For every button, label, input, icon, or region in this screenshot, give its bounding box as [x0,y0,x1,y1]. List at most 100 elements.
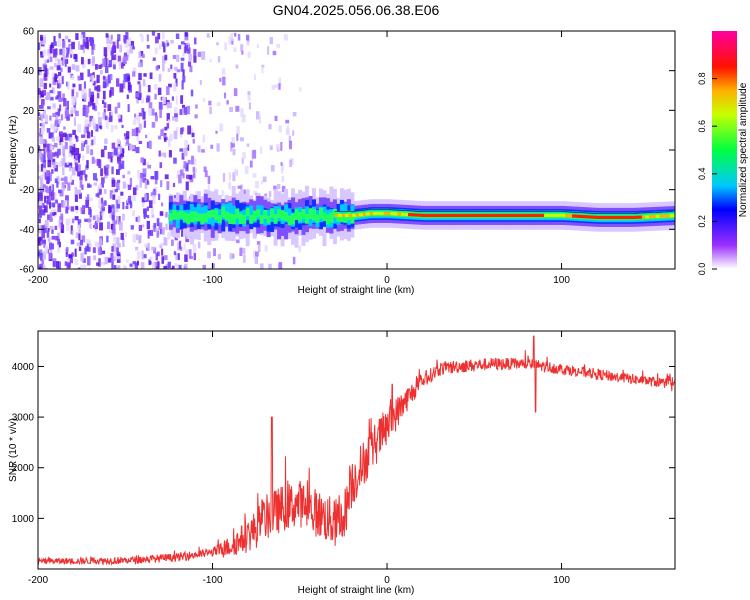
noise-speck [209,106,212,115]
noise-speck [66,200,69,207]
noise-speck [221,68,226,75]
noise-speck [48,149,52,159]
noise-speck [81,90,84,99]
noise-speck [268,123,272,130]
noise-speck [116,256,121,260]
noise-speck [268,263,272,269]
noise-speck [74,258,78,266]
noise-speck [189,255,193,260]
noise-speck [132,261,136,266]
noise-speck [42,109,46,119]
noise-speck [50,132,54,139]
signal-band-cell [280,210,285,221]
noise-speck [89,37,94,46]
noise-speck [104,167,109,176]
noise-speck [182,69,185,77]
noise-speck [82,258,86,263]
noise-speck [62,47,65,57]
noise-speck [80,264,85,269]
signal-band-cell [325,214,330,225]
signal-core-cell [404,212,409,217]
noise-speck [57,261,61,269]
signal-band-cell [287,208,292,222]
noise-speck [38,42,41,51]
noise-speck [134,262,139,269]
noise-speck [38,87,41,95]
noise-speck [180,41,185,45]
noise-speck [125,205,129,209]
noise-speck [47,236,51,243]
noise-speck [176,54,180,62]
noise-speck [93,122,97,130]
noise-speck [251,151,254,161]
noise-speck [132,46,135,50]
noise-speck [162,96,166,104]
noise-speck [193,158,197,165]
noise-speck [151,108,155,116]
signal-core-cell [634,215,639,219]
noise-speck [165,263,170,269]
noise-speck [119,221,123,231]
noise-speck [78,192,82,199]
noise-speck [46,231,50,238]
signal-core-cell [495,213,500,218]
noise-speck [86,239,91,244]
noise-speck [113,251,117,261]
noise-speck [292,256,296,265]
noise-speck [83,265,87,269]
noise-speck [64,176,68,185]
snr-series-line [38,335,675,567]
snr-marks [38,335,675,567]
noise-speck [104,256,109,265]
noise-speck [131,210,136,217]
noise-speck [274,115,278,122]
spectrogram-ytick-label: -40 [20,225,35,236]
noise-speck [40,183,43,192]
signal-core-cell [617,215,622,220]
noise-speck [180,62,184,72]
noise-speck [175,78,178,87]
noise-speck [136,94,139,104]
noise-speck [213,248,216,257]
noise-speck [219,123,224,132]
noise-speck [42,251,47,260]
signal-core-cell [568,214,573,218]
noise-speck [117,114,121,119]
noise-speck [166,181,170,190]
signal-band-cell [249,215,254,224]
noise-speck [46,174,51,184]
spectrogram-ytick-label: 20 [23,106,35,117]
noise-speck [71,230,74,236]
noise-speck [39,205,43,215]
signal-core-cell [442,213,447,218]
noise-speck [52,125,57,134]
noise-speck [142,224,145,228]
noise-speck [126,54,129,61]
noise-speck [160,242,164,246]
noise-speck [38,175,41,180]
noise-speck [159,109,162,118]
noise-speck [142,111,146,120]
signal-band-cell [339,204,344,220]
noise-speck [98,238,102,247]
signal-core-cell [348,213,353,218]
signal-core-cell [449,213,454,218]
noise-speck [49,249,53,253]
noise-speck [95,98,99,105]
noise-speck [48,172,52,182]
noise-speck [46,200,49,205]
noise-speck [45,185,48,193]
noise-speck [40,153,45,163]
noise-speck [81,235,86,243]
colorbar-tick-label: 0.6 [697,120,707,133]
noise-speck [51,229,54,234]
noise-speck [183,147,188,157]
noise-speck [81,31,86,39]
noise-speck [66,161,70,166]
noise-speck [281,185,286,193]
noise-speck [142,177,147,183]
noise-speck [299,87,302,92]
noise-speck [261,66,264,74]
noise-speck [67,66,71,73]
noise-speck [288,135,291,143]
